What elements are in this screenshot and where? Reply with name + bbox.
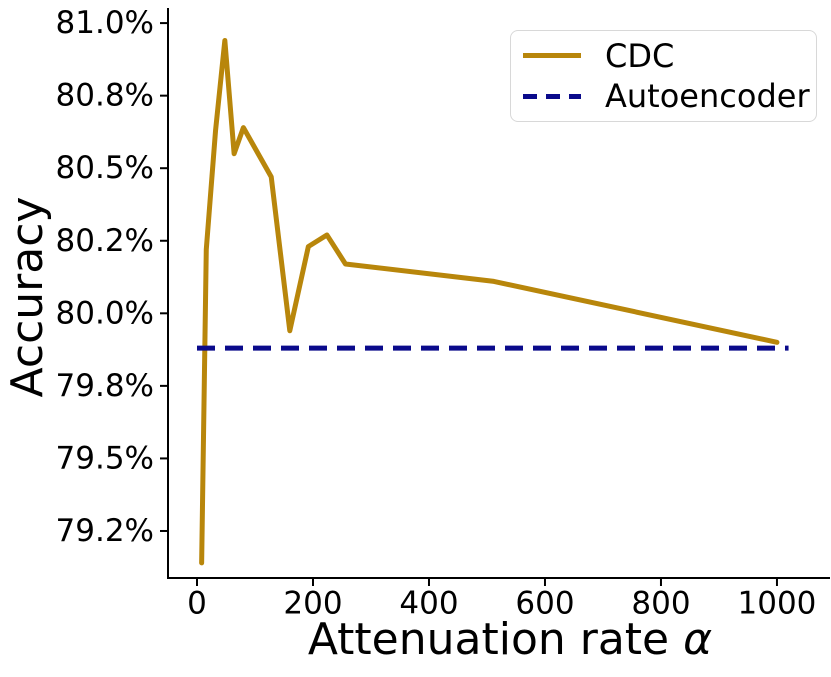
x-axis-label: Attenuation rate α xyxy=(180,614,831,665)
legend-item-autoencoder: Autoencoder xyxy=(523,80,816,112)
x-tick-label: 1000 xyxy=(738,585,817,621)
y-axis-label: Accuracy xyxy=(2,196,53,398)
legend-label-autoencoder: Autoencoder xyxy=(605,77,810,116)
autoencoder-line-swatch xyxy=(523,93,581,99)
x-tick-label: 800 xyxy=(631,585,690,621)
x-tick-label: 400 xyxy=(399,585,458,621)
y-tick-label: 80.2% xyxy=(56,223,154,259)
x-tick-label: 0 xyxy=(187,585,207,621)
x-tick-label: 200 xyxy=(283,585,342,621)
cdc-line-swatch xyxy=(523,53,581,59)
y-tick-label: 80.0% xyxy=(56,295,154,331)
x-axis-label-text: Attenuation rate xyxy=(307,614,670,665)
alpha-symbol: α xyxy=(683,614,713,665)
y-tick-label: 79.2% xyxy=(56,513,154,549)
legend-item-cdc: CDC xyxy=(523,40,816,72)
legend-label-cdc: CDC xyxy=(605,36,675,75)
y-tick-label: 81.0% xyxy=(56,5,154,41)
cdc-line xyxy=(199,38,780,566)
y-tick-label: 79.5% xyxy=(56,440,154,476)
legend: CDC Autoencoder xyxy=(510,30,817,122)
y-tick-label: 80.5% xyxy=(56,150,154,186)
y-tick-label: 79.8% xyxy=(56,368,154,404)
x-tick-label: 600 xyxy=(515,585,574,621)
y-tick-label: 80.8% xyxy=(56,78,154,114)
